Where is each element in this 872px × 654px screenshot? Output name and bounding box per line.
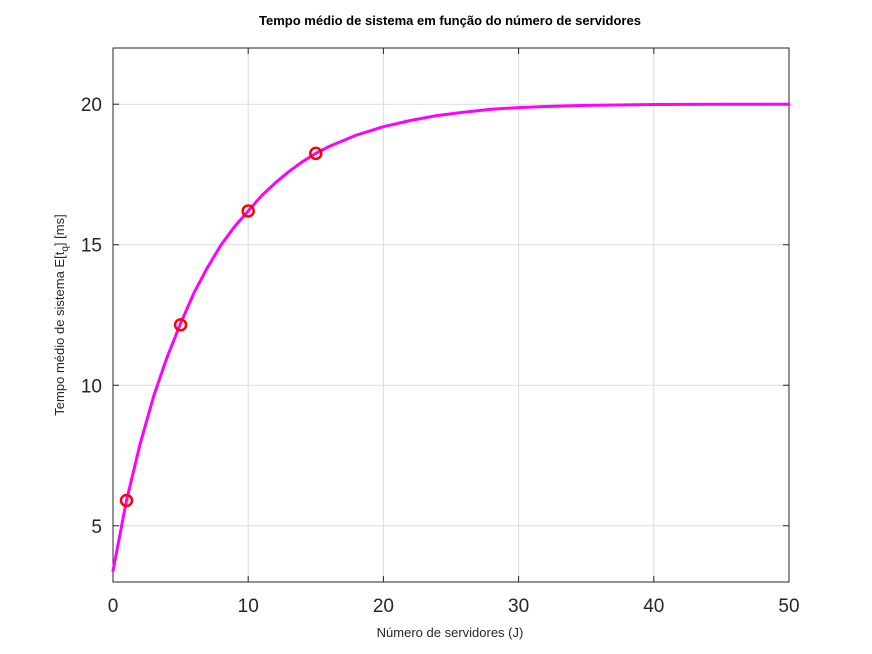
x-tick-label: 0: [108, 596, 119, 617]
y-tick-label: 10: [81, 376, 102, 397]
plot-frame: [112, 47, 790, 583]
x-tick-label: 50: [778, 596, 799, 617]
x-tick-label: 20: [373, 596, 394, 617]
chart-title: Tempo médio de sistema em função do núme…: [259, 13, 641, 28]
y-axis-label-subscript: q: [60, 246, 71, 252]
tick-labels: 0 10 20 30 40 50 5 10 15 20: [81, 95, 800, 617]
x-tick-label: 40: [643, 596, 664, 617]
y-axis-label: Tempo médio de sistema E[tq] [ms]: [52, 214, 71, 415]
series-curve: [111, 102, 791, 573]
y-axis-label-prefix: Tempo médio de sistema E[t: [52, 251, 67, 415]
data-point-marker: [241, 204, 255, 218]
y-tick-label: 20: [81, 95, 102, 116]
y-tick-label: 15: [81, 236, 102, 257]
data-point-marker: [173, 318, 188, 332]
data-point-marker: [309, 146, 323, 161]
x-axis-label: Número de servidores (J): [377, 625, 524, 640]
series-markers: [119, 146, 323, 508]
y-axis-label-suffix: ] [ms]: [52, 214, 67, 246]
y-tick-label: 5: [91, 517, 102, 538]
x-tick-label: 30: [508, 596, 529, 617]
x-tick-label: 10: [238, 596, 259, 617]
data-point-marker: [119, 493, 134, 508]
